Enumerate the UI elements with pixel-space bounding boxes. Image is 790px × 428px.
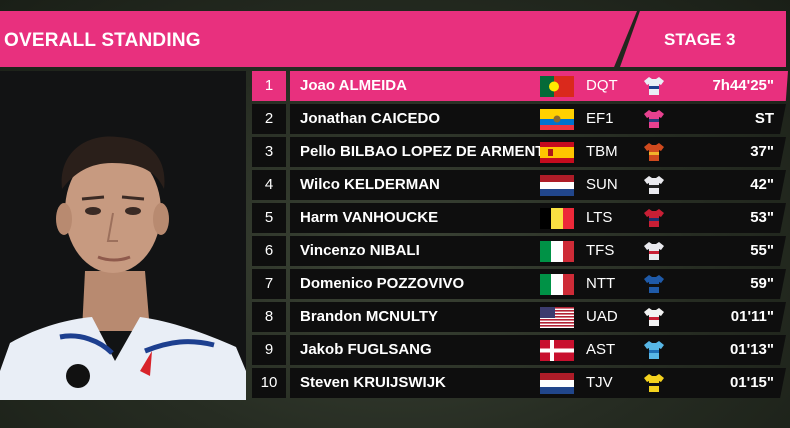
rider-name: Harm VANHOUCKE	[300, 209, 439, 226]
header-bar	[0, 11, 637, 67]
team-code: TFS	[586, 242, 615, 259]
team-jersey-icon	[644, 77, 664, 95]
standing-row: 5 Harm VANHOUCKE LTS 53"	[252, 203, 788, 233]
rank-cell: 2	[252, 104, 286, 134]
rider-portrait	[0, 71, 246, 400]
row-background	[290, 137, 786, 167]
page-title: OVERALL STANDING	[4, 30, 201, 51]
gap-time: 01'11"	[730, 308, 774, 325]
team-jersey-icon	[644, 110, 664, 128]
rider-name: Joao ALMEIDA	[300, 77, 407, 94]
gap-time: 42"	[750, 176, 774, 193]
row-background	[290, 236, 786, 266]
standing-row: 2 Jonathan CAICEDO EF1 ST	[252, 104, 788, 134]
denmark-flag-icon	[540, 340, 574, 361]
standing-row: 4 Wilco KELDERMAN SUN 42"	[252, 170, 788, 200]
rider-portrait-image	[0, 71, 246, 400]
team-jersey-icon	[644, 308, 664, 326]
rank-cell: 4	[252, 170, 286, 200]
standing-row: 10 Steven KRUIJSWIJK TJV 01'15"	[252, 368, 788, 398]
team-jersey-icon	[644, 209, 664, 227]
team-code: LTS	[586, 209, 613, 226]
team-code: NTT	[586, 275, 616, 292]
belgium-flag-icon	[540, 208, 574, 229]
team-code: EF1	[586, 110, 614, 127]
rider-name: Pello BILBAO LOPEZ DE ARMENTIA	[300, 143, 560, 160]
usa-flag-icon	[540, 307, 574, 328]
netherlands-flag-icon	[540, 373, 574, 394]
gap-time: ST	[754, 110, 774, 127]
rank-cell: 6	[252, 236, 286, 266]
rank-cell: 10	[252, 368, 286, 398]
italy-flag-icon	[540, 241, 574, 262]
rider-name: Jonathan CAICEDO	[300, 110, 441, 127]
gap-time: 7h44'25"	[712, 77, 774, 94]
gap-time: 01'15"	[729, 374, 774, 391]
team-jersey-icon	[644, 143, 664, 161]
row-background	[290, 335, 786, 365]
spain-flag-icon	[540, 142, 574, 163]
gap-time: 59"	[750, 275, 774, 292]
team-jersey-icon	[644, 341, 664, 359]
team-code: DQT	[586, 77, 618, 94]
row-background	[290, 269, 786, 299]
rank-cell: 5	[252, 203, 286, 233]
leader-time-highlight	[678, 71, 788, 101]
ecuador-flag-icon	[540, 109, 574, 130]
rank-cell: 9	[252, 335, 286, 365]
rider-name: Brandon MCNULTY	[300, 308, 439, 325]
standing-row: 7 Domenico POZZOVIVO NTT 59"	[252, 269, 788, 299]
gap-time: 55"	[750, 242, 774, 259]
rank-cell: 8	[252, 302, 286, 332]
gap-time: 01'13"	[729, 341, 774, 358]
rider-name: Steven KRUIJSWIJK	[300, 374, 446, 391]
team-jersey-icon	[644, 275, 664, 293]
gap-time: 37"	[750, 143, 774, 160]
gap-time: 53"	[750, 209, 774, 226]
standing-row: 1 Joao ALMEIDA DQT 7h44'25"	[252, 71, 788, 101]
standing-row: 3 Pello BILBAO LOPEZ DE ARMENTIA TBM 37"	[252, 137, 788, 167]
row-background	[290, 104, 786, 134]
row-background	[290, 368, 786, 398]
team-code: TBM	[586, 143, 618, 160]
row-background	[290, 203, 786, 233]
row-background	[290, 170, 786, 200]
rider-name: Domenico POZZOVIVO	[300, 275, 465, 292]
rider-name: Jakob FUGLSANG	[300, 341, 432, 358]
team-code: TJV	[586, 374, 613, 391]
team-code: SUN	[586, 176, 618, 193]
stage-bar	[620, 11, 786, 67]
team-jersey-icon	[644, 176, 664, 194]
team-code: UAD	[586, 308, 618, 325]
stage-label: STAGE 3	[664, 30, 736, 49]
team-code: AST	[586, 341, 616, 358]
rank-cell: 7	[252, 269, 286, 299]
team-jersey-icon	[644, 374, 664, 392]
standing-row: 9 Jakob FUGLSANG AST 01'13"	[252, 335, 788, 365]
standing-row: 6 Vincenzo NIBALI TFS 55"	[252, 236, 788, 266]
rank-cell: 1	[252, 71, 286, 101]
portugal-flag-icon	[540, 76, 574, 97]
standing-row: 8 Brandon MCNULTY UAD 01'11"	[252, 302, 788, 332]
netherlands-flag-icon	[540, 175, 574, 196]
rider-name: Vincenzo NIBALI	[300, 242, 420, 259]
rider-name: Wilco KELDERMAN	[300, 176, 440, 193]
italy-flag-icon	[540, 274, 574, 295]
team-jersey-icon	[644, 242, 664, 260]
rank-cell: 3	[252, 137, 286, 167]
row-background	[290, 302, 786, 332]
